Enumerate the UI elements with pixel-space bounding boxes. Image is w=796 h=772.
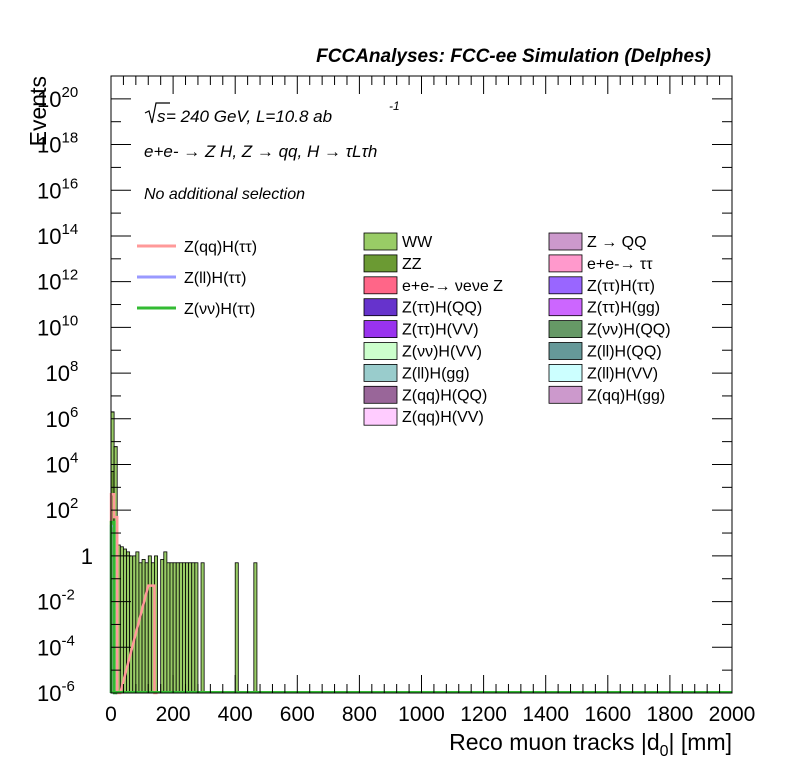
chart-title: FCCAnalyses: FCC-ee Simulation (Delphes) — [316, 46, 711, 67]
bar-ww-11 — [144, 562, 149, 694]
legend-label: e+e-→ νeνe Z — [402, 278, 503, 295]
legend-swatch — [363, 254, 398, 273]
y-tick-label: 1014 — [37, 221, 78, 249]
legend-label: Z(ττ)H(gg) — [587, 300, 660, 317]
y-tick-label: 10-6 — [37, 678, 75, 706]
legend-label: Z → QQ — [587, 234, 647, 251]
bar-ww-28 — [234, 562, 239, 694]
legend-swatch — [363, 298, 398, 317]
bar-ww-17 — [166, 562, 171, 694]
legend-swatch — [363, 363, 398, 382]
bar-ww-9 — [138, 562, 143, 694]
y-tick-label: 106 — [46, 404, 79, 432]
legend: Z(qq)H(ττ) Z(ll)H(ττ) Z(νν)H(ττ) WW ZZ e+e-→ … — [137, 232, 671, 426]
bar-ww-20 — [175, 562, 180, 694]
legend-swatch — [363, 385, 398, 404]
energy-root: s — [157, 107, 166, 126]
y-axis-title: Events — [25, 76, 51, 146]
axes: 0 200 400 600 800 1000 1200 1400 1600 1800 2000 10-… — [37, 75, 756, 726]
x-tick-label: 1400 — [522, 703, 569, 726]
legend-label: Z(ll)H(VV) — [587, 365, 658, 382]
bar-ww-12 — [147, 555, 152, 694]
legend-label: ZZ — [402, 256, 422, 273]
energy-exp: -1 — [389, 99, 400, 113]
legend-swatch — [363, 342, 398, 360]
y-tick-label: 1012 — [37, 267, 78, 295]
legend-swatch — [363, 320, 398, 339]
x-tick-label: 1600 — [584, 703, 631, 726]
bar-ww-10 — [141, 559, 146, 694]
bar-ww-21 — [178, 562, 183, 694]
legend-label: Z(qq)H(QQ) — [402, 387, 487, 404]
y-tick-label: 1018 — [37, 130, 78, 158]
y-tick-label: 104 — [46, 449, 79, 477]
bar-ww-18 — [169, 562, 174, 694]
bar-ww-7 — [132, 555, 137, 694]
y-tick-label: 1 — [81, 544, 93, 569]
legend-label: Z(ττ)H(QQ) — [402, 300, 482, 317]
bar-ww-27 — [200, 562, 205, 694]
legend-swatch — [548, 298, 583, 317]
legend-swatch — [363, 276, 398, 295]
x-axis-title: Reco muon tracks |d0| [mm] — [449, 729, 732, 760]
x-tick-label: 200 — [156, 703, 191, 726]
legend-swatch — [548, 232, 583, 251]
x-tick-label: 1200 — [460, 703, 507, 726]
x-tick-label: 2000 — [709, 703, 756, 726]
x-tick-label: 400 — [218, 703, 253, 726]
legend-swatch — [548, 276, 583, 295]
legend-swatch — [363, 407, 398, 426]
energy-text: = 240 GeV, L=10.8 ab — [166, 107, 332, 126]
x-tick-label: 0 — [105, 703, 117, 726]
legend-label: Z(qq)H(gg) — [587, 387, 665, 404]
legend-signal-label: Z(ll)H(ττ) — [184, 270, 246, 287]
legend-signal-label: Z(νν)H(ττ) — [184, 301, 255, 318]
y-tick-label: 10-2 — [37, 587, 75, 615]
y-tick-label: 10-4 — [37, 632, 75, 660]
x-tick-label: 800 — [342, 703, 377, 726]
y-tick-label: 102 — [46, 495, 79, 523]
legend-label: e+e-→ ττ — [587, 256, 653, 273]
legend-signal-label: Z(qq)H(ττ) — [184, 239, 257, 256]
y-tick-label: 108 — [46, 358, 79, 386]
legend-label: Z(ll)H(QQ) — [587, 344, 662, 361]
legend-swatch — [548, 363, 583, 382]
x-tick-label: 1000 — [398, 703, 445, 726]
bar-ww-19 — [172, 562, 177, 694]
legend-label: Z(νν)H(QQ) — [587, 322, 671, 339]
bar-ww-6 — [129, 555, 134, 694]
bar-ww-15 — [160, 559, 165, 694]
legend-label: WW — [402, 234, 433, 251]
bar-ww-22 — [182, 562, 186, 694]
legend-swatch — [548, 342, 583, 360]
bar-ww-23 — [185, 562, 190, 694]
x-tick-label: 600 — [280, 703, 315, 726]
legend-label: Z(ll)H(gg) — [402, 365, 470, 382]
sqrt-sign-icon — [144, 102, 170, 124]
annotation-energy: s = 240 GeV, L=10.8 ab -1 — [144, 99, 400, 126]
legend-swatch — [548, 254, 583, 273]
legend-label: Z(ττ)H(ττ) — [587, 278, 655, 295]
legend-label: Z(qq)H(VV) — [402, 409, 484, 426]
legend-swatch — [548, 320, 583, 339]
x-tick-label: 1800 — [647, 703, 694, 726]
annotation-process: e+e- → Z H, Z → qq, H → τLτh — [144, 142, 377, 161]
bar-ww-29 — [253, 562, 258, 694]
bar-ww-24 — [188, 562, 193, 694]
y-tick-label: 1020 — [37, 84, 78, 112]
annotation-selection: No additional selection — [144, 186, 305, 203]
bar-ww-26 — [194, 562, 199, 694]
bar-ww-3 — [119, 546, 124, 694]
y-tick-label: 1010 — [37, 312, 78, 340]
legend-label: Z(νν)H(VV) — [402, 344, 482, 361]
legend-swatch — [548, 385, 583, 404]
bar-ww-25 — [191, 562, 196, 694]
legend-label: Z(ττ)H(VV) — [402, 322, 479, 339]
legend-swatch — [363, 232, 398, 251]
y-tick-label: 1016 — [37, 175, 78, 203]
bar-ww-16 — [163, 551, 168, 694]
